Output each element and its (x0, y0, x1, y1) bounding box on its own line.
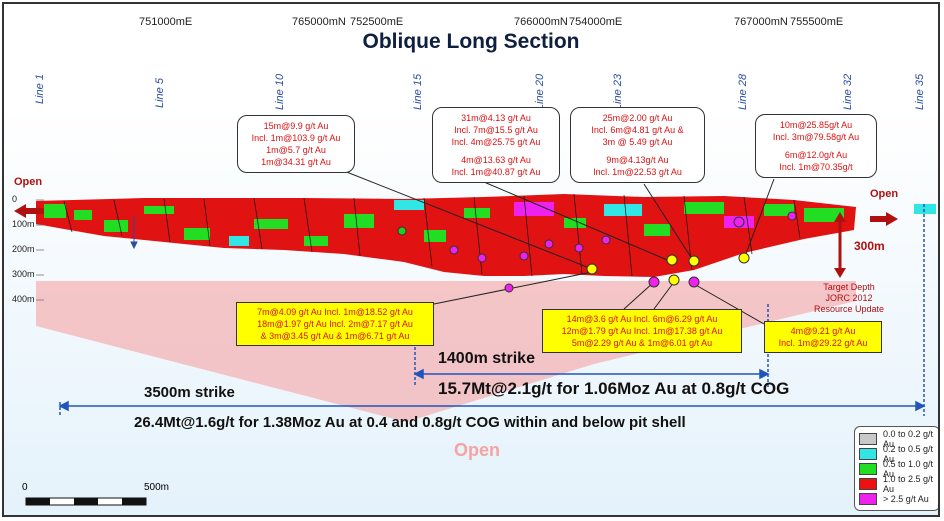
depth-label: 300m (12, 269, 35, 279)
line-label: Line 28 (737, 73, 749, 110)
legend-swatch (859, 447, 877, 460)
line-label: Line 35 (914, 73, 926, 110)
line-label: Line 5 (154, 78, 166, 108)
scale-500-label: 500m (144, 482, 170, 493)
legend-swatch (859, 477, 877, 490)
legend-item: > 2.5 g/t Au (859, 491, 935, 506)
intercept-callout: 10m@25.85g/t Au Incl. 3m@79.58g/t Au 6m@… (755, 114, 877, 178)
intercept-callout-yellow: 7m@4.09 g/t Au Incl. 1m@18.52 g/t Au 18m… (236, 302, 434, 346)
legend-swatch (859, 492, 877, 505)
resource-statement-2: 26.4Mt@1.6g/t for 1.38Moz Au at 0.4 and … (134, 414, 686, 431)
depth-label: 0 (12, 194, 18, 204)
intercept-callout: 15m@9.9 g/t Au Incl. 1m@103.9 g/t Au 1m@… (237, 115, 355, 173)
grade-legend: 0.0 to 0.2 g/t Au 0.2 to 0.5 g/t Au 0.5 … (854, 426, 938, 511)
coord-label: 755500mE (790, 16, 844, 28)
line-label: Line 32 (842, 73, 854, 110)
legend-item: 0.2 to 0.5 g/t Au (859, 444, 935, 464)
ore-zones (44, 200, 936, 246)
intercept-callout: 25m@2.00 g/t Au Incl. 6m@4.81 g/t Au & 3… (570, 107, 705, 183)
line-label: Line 1 (34, 74, 46, 104)
strike-1400-label: 1400m strike (438, 350, 535, 367)
depth-ticks (36, 199, 44, 301)
legend-item: 0.0 to 0.2 g/t Au (859, 429, 935, 449)
scale-bar (25, 497, 147, 506)
depth-extent-label: 300m (854, 239, 885, 253)
depth-label: 100m (12, 219, 35, 229)
open-label-bottom: Open (454, 440, 501, 460)
line-label: Line 23 (612, 73, 624, 110)
depth-label: 400m (12, 294, 35, 304)
coord-label: 767000mN (734, 16, 788, 28)
legend-item: 1.0 to 2.5 g/t Au (859, 474, 935, 494)
strike-3500-label: 3500m strike (144, 384, 235, 401)
coord-label: 751000mE (139, 16, 193, 28)
legend-swatch (859, 462, 877, 475)
line-label: Line 15 (412, 73, 424, 110)
intercept-callout-yellow: 4m@9.21 g/t Au Incl. 1m@29.22 g/t Au (764, 321, 882, 353)
depth-label: 200m (12, 244, 35, 254)
open-label-right: Open (870, 188, 899, 200)
target-depth-label: Target Depth JORC 2012 Resource Update (813, 282, 885, 314)
resource-statement-1: 15.7Mt@2.1g/t for 1.06Moz Au at 0.8g/t C… (438, 379, 790, 398)
coord-label: 765000mN (292, 16, 346, 28)
open-label-left: Open (14, 176, 43, 188)
coord-label: 752500mE (350, 16, 404, 28)
line-label: Line 20 (534, 73, 546, 110)
strike-arrows (58, 204, 926, 416)
line-label: Line 10 (274, 73, 286, 110)
depth-extent-arrow (834, 212, 846, 278)
scale-zero-label: 0 (22, 482, 28, 493)
line-markers (130, 216, 138, 250)
intercept-markers (397, 211, 797, 293)
open-arrow-right (870, 212, 898, 226)
intercept-callout: 31m@4.13 g/t Au Incl. 7m@15.5 g/t Au Inc… (432, 107, 560, 183)
coord-label: 766000mN (514, 16, 568, 28)
intercept-callout-yellow: 14m@3.6 g/t Au Incl. 6m@6.29 g/t Au 12m@… (542, 309, 742, 353)
coord-label: 754000mE (569, 16, 623, 28)
open-arrow-left (14, 204, 44, 218)
figure-title: Oblique Long Section (362, 30, 580, 53)
legend-swatch (859, 432, 877, 445)
legend-item: 0.5 to 1.0 g/t Au (859, 459, 935, 479)
